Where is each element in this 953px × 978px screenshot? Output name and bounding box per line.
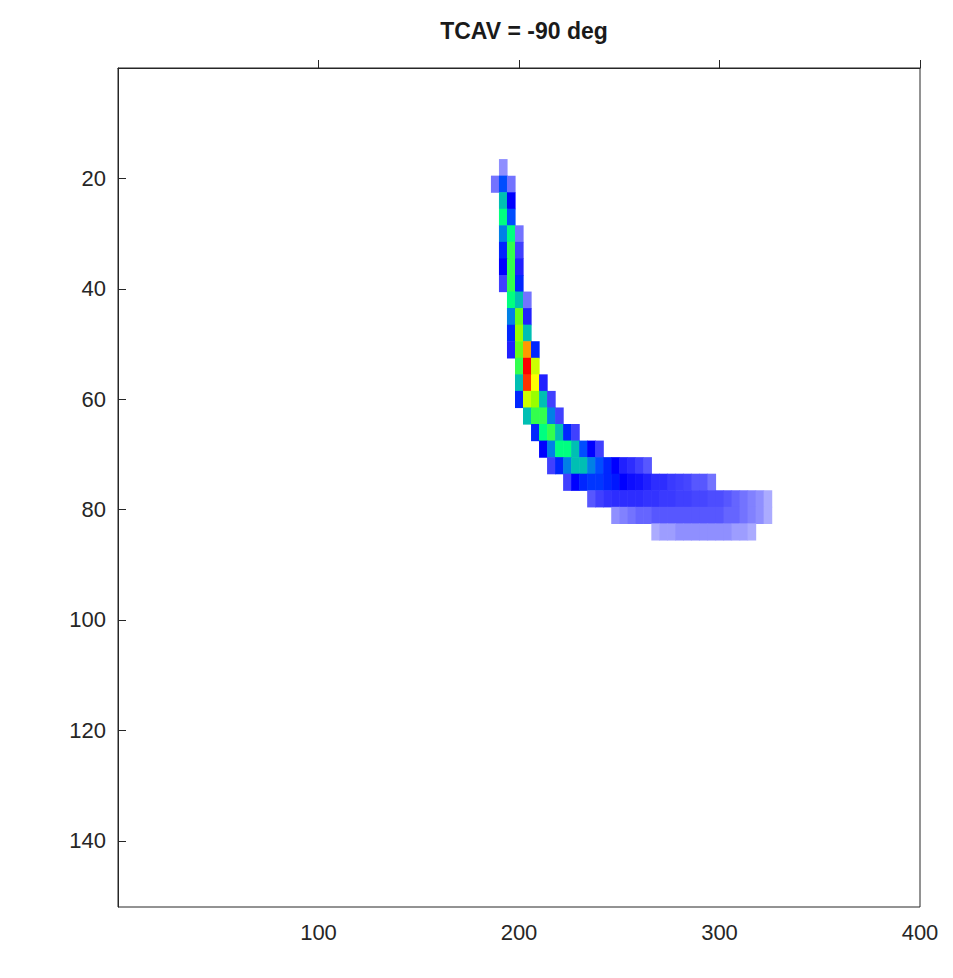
svg-text:100: 100 [300, 920, 337, 945]
svg-text:400: 400 [902, 920, 939, 945]
svg-text:100: 100 [69, 607, 106, 632]
svg-text:20: 20 [82, 166, 106, 191]
svg-text:200: 200 [501, 920, 538, 945]
svg-text:120: 120 [69, 718, 106, 743]
svg-text:80: 80 [82, 497, 106, 522]
svg-text:60: 60 [82, 387, 106, 412]
svg-text:300: 300 [701, 920, 738, 945]
svg-text:TCAV = -90 deg: TCAV = -90 deg [440, 18, 608, 44]
svg-text:40: 40 [82, 276, 106, 301]
svg-text:140: 140 [69, 828, 106, 853]
